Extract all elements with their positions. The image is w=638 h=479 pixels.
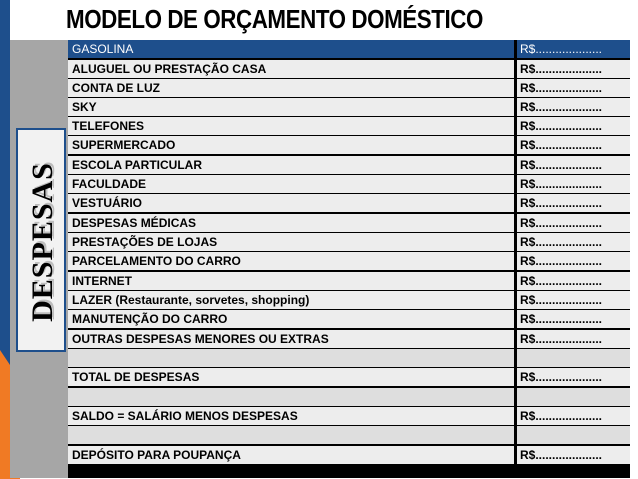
cell-divider — [514, 388, 517, 406]
table-row: TELEFONES R$.................... — [68, 117, 630, 135]
cell-divider — [514, 252, 517, 270]
row-label: LAZER (Restaurante, sorvetes, shopping) — [68, 291, 514, 309]
row-label: PRESTAÇÕES DE LOJAS — [68, 233, 514, 251]
row-value: R$.................... — [517, 40, 630, 58]
blank-row — [68, 349, 630, 367]
row-value: R$.................... — [517, 368, 630, 386]
row-label: GASOLINA — [68, 40, 514, 58]
row-value: R$.................... — [517, 446, 630, 464]
table-row: SKY R$.................... — [68, 98, 630, 116]
cell-divider — [514, 98, 517, 116]
cell-divider — [514, 310, 517, 328]
cell-divider — [514, 291, 517, 309]
row-label — [68, 349, 514, 367]
row-value — [517, 426, 630, 444]
table-row: SALDO = SALÁRIO MENOS DESPESAS R$........… — [68, 407, 630, 425]
row-value: R$.................... — [517, 79, 630, 97]
table-row: GASOLINA R$.................... — [68, 40, 630, 58]
row-label: ALUGUEL OU PRESTAÇÃO CASA — [68, 60, 514, 78]
row-label: SALDO = SALÁRIO MENOS DESPESAS — [68, 407, 514, 425]
row-label: TELEFONES — [68, 117, 514, 135]
row-label: TOTAL DE DESPESAS — [68, 368, 514, 386]
cell-divider — [514, 79, 517, 97]
row-value: R$.................... — [517, 60, 630, 78]
table-row: TOTAL DE DESPESAS R$.................... — [68, 368, 630, 386]
row-value: R$.................... — [517, 214, 630, 232]
row-value: R$.................... — [517, 272, 630, 290]
row-label: DEPÓSITO PARA POUPANÇA — [68, 446, 514, 464]
cell-divider — [514, 368, 517, 386]
table-row: PRESTAÇÕES DE LOJAS R$...................… — [68, 233, 630, 251]
blank-row — [68, 388, 630, 406]
cell-divider — [514, 117, 517, 135]
row-value: R$.................... — [517, 194, 630, 212]
cell-divider — [514, 233, 517, 251]
cell-divider — [514, 156, 517, 174]
row-value: R$.................... — [517, 98, 630, 116]
row-value — [517, 349, 630, 367]
table-row: CONTA DE LUZ R$.................... — [68, 79, 630, 97]
table-row: FACULDADE R$.................... — [68, 175, 630, 193]
cell-divider — [514, 136, 517, 154]
row-label: FACULDADE — [68, 175, 514, 193]
table-row: SUPERMERCADO R$.................... — [68, 136, 630, 154]
cell-divider — [514, 426, 517, 444]
row-label: CONTA DE LUZ — [68, 79, 514, 97]
row-label — [68, 426, 514, 444]
table-row: DEPÓSITO PARA POUPANÇA R$................… — [68, 446, 630, 464]
cell-divider — [514, 40, 517, 58]
row-value — [517, 388, 630, 406]
row-label: DESPESAS MÉDICAS — [68, 214, 514, 232]
row-label — [68, 388, 514, 406]
cell-divider — [514, 175, 517, 193]
left-decor-strip — [0, 0, 10, 479]
table-row: LAZER (Restaurante, sorvetes, shopping) R… — [68, 291, 630, 309]
row-label: MANUTENÇÃO DO CARRO — [68, 310, 514, 328]
cell-divider — [514, 446, 517, 464]
row-value: R$.................... — [517, 330, 630, 348]
cell-divider — [514, 407, 517, 425]
page-title: MODELO DE ORÇAMENTO DOMÉSTICO — [66, 4, 483, 34]
row-value: R$.................... — [517, 291, 630, 309]
row-label: PARCELAMENTO DO CARRO — [68, 252, 514, 270]
table-row: OUTRAS DESPESAS MENORES OU EXTRAS R$.....… — [68, 330, 630, 348]
row-value: R$.................... — [517, 407, 630, 425]
row-label: SUPERMERCADO — [68, 136, 514, 154]
cell-divider — [514, 60, 517, 78]
cell-divider — [514, 272, 517, 290]
cell-divider — [514, 330, 517, 348]
row-value: R$.................... — [517, 136, 630, 154]
table-row: ALUGUEL OU PRESTAÇÃO CASA R$.............… — [68, 60, 630, 78]
blank-row — [68, 426, 630, 444]
table-row: MANUTENÇÃO DO CARRO R$...................… — [68, 310, 630, 328]
row-value: R$.................... — [517, 252, 630, 270]
row-label: OUTRAS DESPESAS MENORES OU EXTRAS — [68, 330, 514, 348]
table-row: ESCOLA PARTICULAR R$.................... — [68, 156, 630, 174]
cell-divider — [514, 194, 517, 212]
table-row: INTERNET R$.................... — [68, 272, 630, 290]
row-value: R$.................... — [517, 156, 630, 174]
row-label: ESCOLA PARTICULAR — [68, 156, 514, 174]
row-value: R$.................... — [517, 175, 630, 193]
side-label-despesas: DESPESAS — [26, 162, 60, 322]
row-value: R$.................... — [517, 310, 630, 328]
side-label-box: DESPESAS — [16, 128, 66, 352]
table-row: DESPESAS MÉDICAS R$.................... — [68, 214, 630, 232]
row-label: INTERNET — [68, 272, 514, 290]
cell-divider — [514, 214, 517, 232]
cell-divider — [514, 349, 517, 367]
row-value: R$.................... — [517, 117, 630, 135]
table-row: PARCELAMENTO DO CARRO R$.................… — [68, 252, 630, 270]
row-label: VESTUÁRIO — [68, 194, 514, 212]
row-value: R$.................... — [517, 233, 630, 251]
table-row: VESTUÁRIO R$.................... — [68, 194, 630, 212]
row-label: SKY — [68, 98, 514, 116]
